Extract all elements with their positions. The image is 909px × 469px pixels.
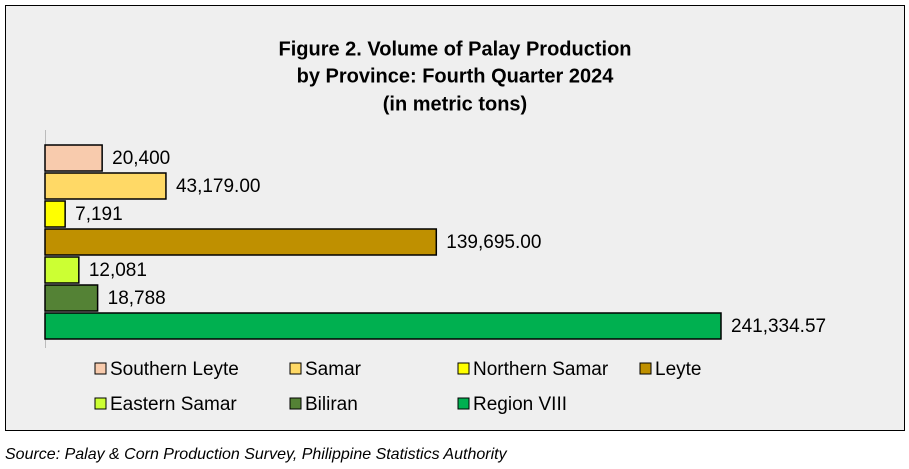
- legend-swatch: [289, 362, 302, 375]
- value-label: 12,081: [89, 260, 147, 281]
- bar: [44, 200, 66, 228]
- legend-label: Biliran: [305, 394, 358, 415]
- value-label: 43,179.00: [176, 176, 261, 197]
- legend-label: Eastern Samar: [110, 394, 237, 415]
- bar: [44, 256, 80, 284]
- bar: [44, 228, 438, 256]
- value-label: 7,191: [75, 204, 123, 225]
- source-note: Source: Palay & Corn Production Survey, …: [5, 446, 508, 463]
- chart-title: by Province: Fourth Quarter 2024: [297, 65, 615, 87]
- legend-swatch: [457, 362, 470, 375]
- bar: [44, 172, 167, 200]
- legend-swatch: [639, 362, 652, 375]
- chart-title: Figure 2. Volume of Palay Production: [278, 38, 631, 60]
- bar: [44, 312, 722, 340]
- bar: [44, 284, 99, 312]
- value-label: 18,788: [108, 288, 166, 309]
- legend-swatch: [289, 397, 302, 410]
- legend-swatch: [94, 397, 107, 410]
- legend-label: Samar: [305, 359, 362, 380]
- value-label: 20,400: [112, 148, 170, 169]
- legend-label: Northern Samar: [473, 359, 609, 380]
- chart-frame: [5, 5, 905, 431]
- value-label: 139,695.00: [446, 232, 541, 253]
- legend-label: Region VIII: [473, 394, 567, 415]
- legend-label: Southern Leyte: [110, 359, 239, 380]
- legend-label: Leyte: [655, 359, 701, 380]
- chart-subtitle: (in metric tons): [383, 93, 527, 115]
- value-label: 241,334.57: [731, 316, 826, 337]
- bar: [44, 144, 103, 172]
- legend-swatch: [457, 397, 470, 410]
- legend-swatch: [94, 362, 107, 375]
